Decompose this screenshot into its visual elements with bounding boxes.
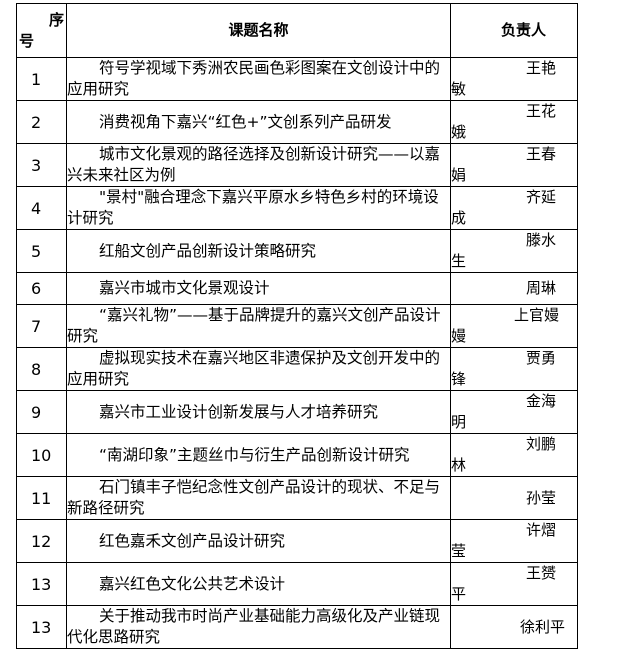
row-owner: 王春娟	[451, 145, 557, 184]
row-owner-cell: 贾勇锋	[450, 347, 578, 391]
row-title: 虚拟现实技术在嘉兴地区非遗保护及文创开发中的应用研究	[66, 347, 451, 391]
row-seq: 13	[16, 605, 67, 649]
row-owner-cell: 周琳	[450, 272, 578, 305]
row-owner: 王艳敏	[451, 59, 557, 98]
row-owner: 贾勇锋	[451, 349, 557, 388]
row-owner: 孙莹	[526, 488, 557, 507]
row-owner: 王花娥	[451, 102, 557, 141]
row-owner-cell: 齐延成	[450, 186, 578, 230]
row-owner: 许熠莹	[451, 521, 557, 560]
row-seq: 10	[16, 433, 67, 477]
row-owner-cell: 上官嫚嫚	[450, 304, 578, 348]
row-seq: 3	[16, 143, 67, 187]
row-owner: 王赟平	[451, 564, 557, 603]
row-title: "景村"融合理念下嘉兴平原水乡特色乡村的环境设计研究	[66, 186, 451, 230]
table-row: 6 嘉兴市城市文化景观设计 周琳	[16, 272, 578, 305]
row-owner: 上官嫚嫚	[451, 306, 560, 345]
row-title: 红色嘉禾文创产品设计研究	[66, 519, 451, 563]
table-row: 12 红色嘉禾文创产品设计研究 许熠莹	[16, 519, 578, 563]
row-owner-cell: 刘鹏林	[450, 433, 578, 477]
table-header-row: 序号 课题名称 负责人	[16, 3, 578, 58]
row-title: 红船文创产品创新设计策略研究	[66, 229, 451, 273]
row-owner: 徐利平	[520, 617, 566, 636]
row-seq: 7	[16, 304, 67, 348]
row-seq: 11	[16, 476, 67, 520]
row-owner: 周琳	[526, 279, 557, 297]
row-owner-cell: 许熠莹	[450, 519, 578, 563]
row-seq: 1	[16, 57, 67, 101]
row-title: 符号学视域下秀洲农民画色彩图案在文创设计中的应用研究	[66, 57, 451, 101]
table-row: 11 石门镇丰子恺纪念性文创产品设计的现状、不足与新路径研究 孙莹	[16, 476, 578, 520]
row-title: 嘉兴市工业设计创新发展与人才培养研究	[66, 390, 451, 434]
row-seq: 6	[16, 272, 67, 305]
row-title: 关于推动我市时尚产业基础能力高级化及产业链现代化思路研究	[66, 605, 451, 649]
row-title: 嘉兴市城市文化景观设计	[66, 272, 451, 305]
row-seq: 4	[16, 186, 67, 230]
table-row: 7 “嘉兴礼物”——基于品牌提升的嘉兴文创产品设计研究 上官嫚嫚	[16, 304, 578, 348]
header-owner: 负责人	[450, 3, 578, 58]
row-title: 消费视角下嘉兴“红色+”文创系列产品研发	[66, 100, 451, 144]
table-row: 5 红船文创产品创新设计策略研究 滕水生	[16, 229, 578, 273]
row-seq: 13	[16, 562, 67, 606]
header-title: 课题名称	[66, 3, 451, 58]
row-seq: 8	[16, 347, 67, 391]
row-owner: 刘鹏林	[451, 435, 557, 474]
row-title: 石门镇丰子恺纪念性文创产品设计的现状、不足与新路径研究	[66, 476, 451, 520]
row-title: “南湖印象”主题丝巾与衍生产品创新设计研究	[66, 433, 451, 477]
table-row: 4 "景村"融合理念下嘉兴平原水乡特色乡村的环境设计研究 齐延成	[16, 186, 578, 230]
row-owner-cell: 王春娟	[450, 143, 578, 187]
row-owner: 滕水生	[451, 231, 557, 270]
row-owner-cell: 滕水生	[450, 229, 578, 273]
table-row: 8 虚拟现实技术在嘉兴地区非遗保护及文创开发中的应用研究 贾勇锋	[16, 347, 578, 391]
table-row: 2 消费视角下嘉兴“红色+”文创系列产品研发 王花娥	[16, 100, 578, 144]
row-owner: 金海明	[451, 392, 557, 431]
row-title: “嘉兴礼物”——基于品牌提升的嘉兴文创产品设计研究	[66, 304, 451, 348]
row-seq: 5	[16, 229, 67, 273]
table-row: 10 “南湖印象”主题丝巾与衍生产品创新设计研究 刘鹏林	[16, 433, 578, 477]
table-row: 3 城市文化景观的路径选择及创新设计研究——以嘉兴未来社区为例 王春娟	[16, 143, 578, 187]
row-owner-cell: 王艳敏	[450, 57, 578, 101]
row-owner-cell: 孙莹	[450, 476, 578, 520]
table-row: 13 关于推动我市时尚产业基础能力高级化及产业链现代化思路研究 徐利平	[16, 605, 578, 649]
project-table: 序号 课题名称 负责人 1 符号学视域下秀洲农民画色彩图案在文创设计中的应用研究王…	[16, 3, 578, 649]
row-title: 嘉兴红色文化公共艺术设计	[66, 562, 451, 606]
table-row: 9 嘉兴市工业设计创新发展与人才培养研究 金海明	[16, 390, 578, 434]
row-owner-cell: 徐利平	[450, 605, 578, 649]
table-row: 13 嘉兴红色文化公共艺术设计 王赟平	[16, 562, 578, 606]
row-owner-cell: 王花娥	[450, 100, 578, 144]
row-owner-cell: 王赟平	[450, 562, 578, 606]
header-seq: 序号	[16, 3, 67, 58]
row-owner: 齐延成	[451, 188, 557, 227]
row-seq: 12	[16, 519, 67, 563]
row-seq: 9	[16, 390, 67, 434]
row-title: 城市文化景观的路径选择及创新设计研究——以嘉兴未来社区为例	[66, 143, 451, 187]
row-seq: 2	[16, 100, 67, 144]
row-owner-cell: 金海明	[450, 390, 578, 434]
table-row: 1 符号学视域下秀洲农民画色彩图案在文创设计中的应用研究 王艳敏	[16, 57, 578, 101]
